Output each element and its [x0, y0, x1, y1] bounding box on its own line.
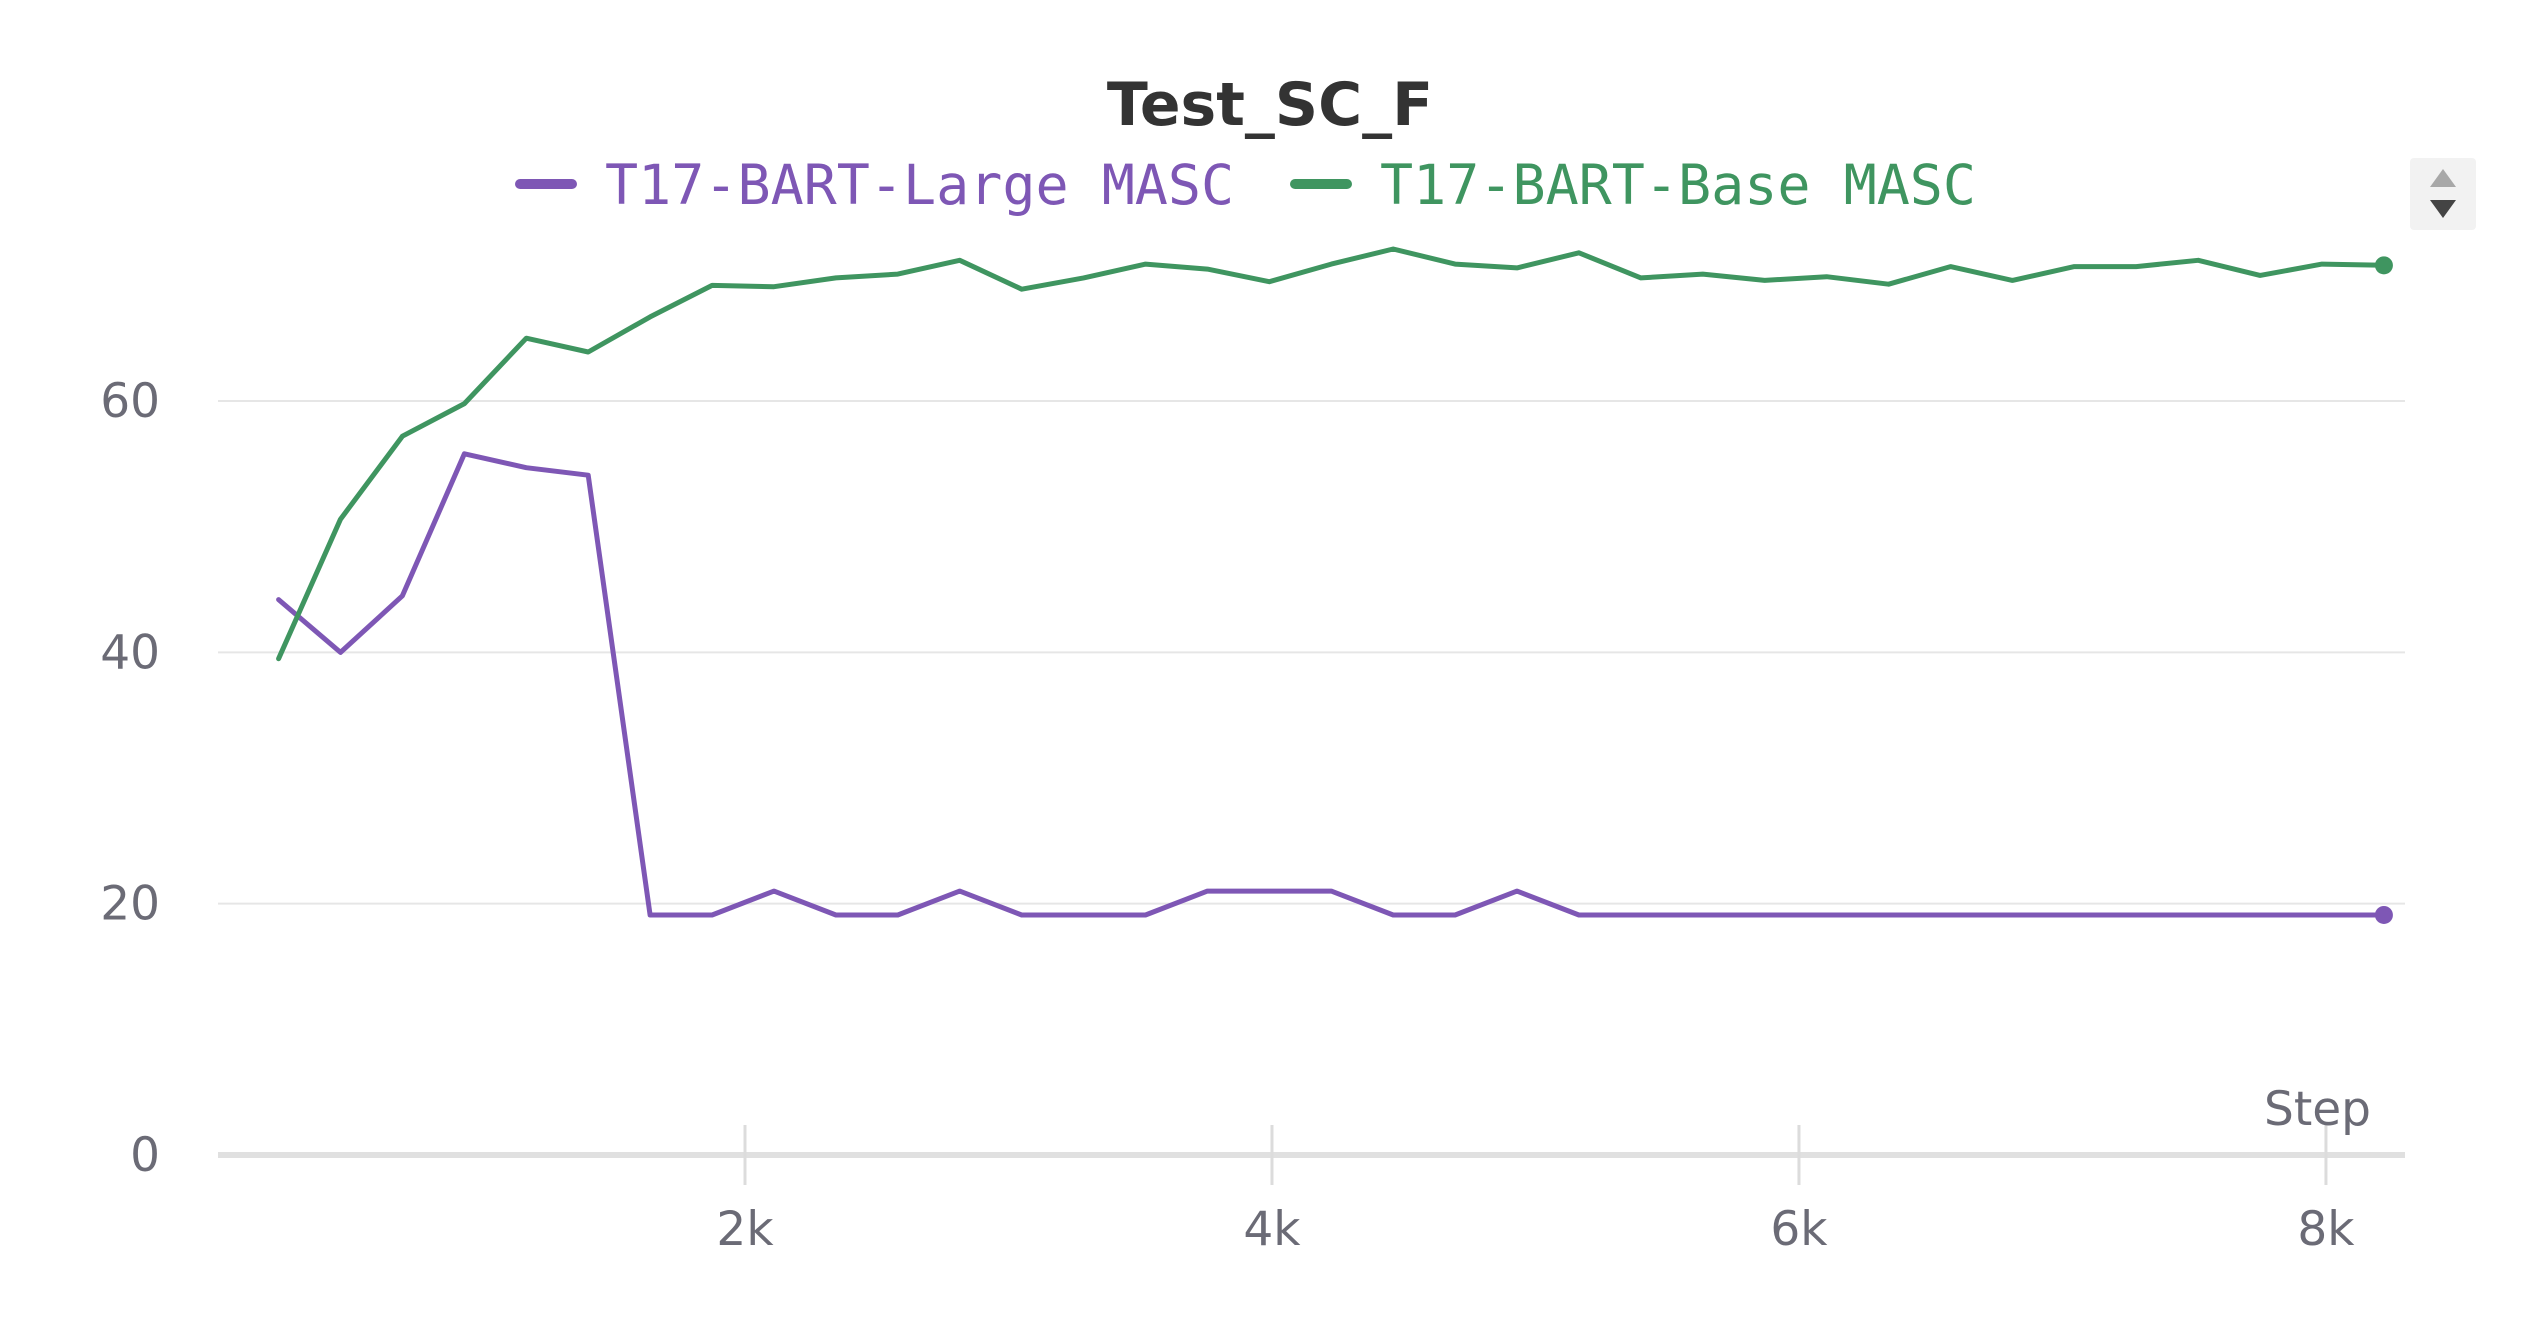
- legend: T17-BART-Large MASC T17-BART-Base MASC: [515, 153, 1976, 217]
- x-axis-title: Step: [2264, 1082, 2371, 1137]
- legend-label: T17-BART-Base MASC: [1380, 153, 1976, 217]
- series-end-point-0: [2374, 905, 2393, 924]
- y-tick-label: 0: [130, 1128, 160, 1183]
- legend-scroll-control[interactable]: [2410, 158, 2476, 230]
- gridlines: [218, 400, 2405, 905]
- scroll-down-icon[interactable]: [2430, 200, 2456, 218]
- x-axis: 2k 4k 6k 8k: [218, 1125, 2405, 1257]
- y-tick-label: 40: [100, 625, 160, 680]
- scroll-up-icon[interactable]: [2430, 169, 2456, 187]
- series-group: [276, 246, 2393, 924]
- chart-title: Test_SC_F: [1107, 70, 1433, 140]
- x-tick-label: 4k: [1243, 1202, 1301, 1257]
- y-tick-label: 60: [100, 374, 160, 429]
- x-tick-label: 2k: [716, 1202, 774, 1257]
- y-axis: 0 20 40 60: [100, 374, 160, 1183]
- x-tick-label: 8k: [2297, 1202, 2355, 1257]
- series-line-0: [276, 451, 2387, 918]
- y-tick-label: 20: [100, 877, 160, 932]
- x-tick-label: 6k: [1770, 1202, 1828, 1257]
- legend-label: T17-BART-Large MASC: [605, 153, 1234, 217]
- series-end-point-1: [2374, 256, 2393, 275]
- series-line-1: [276, 246, 2387, 662]
